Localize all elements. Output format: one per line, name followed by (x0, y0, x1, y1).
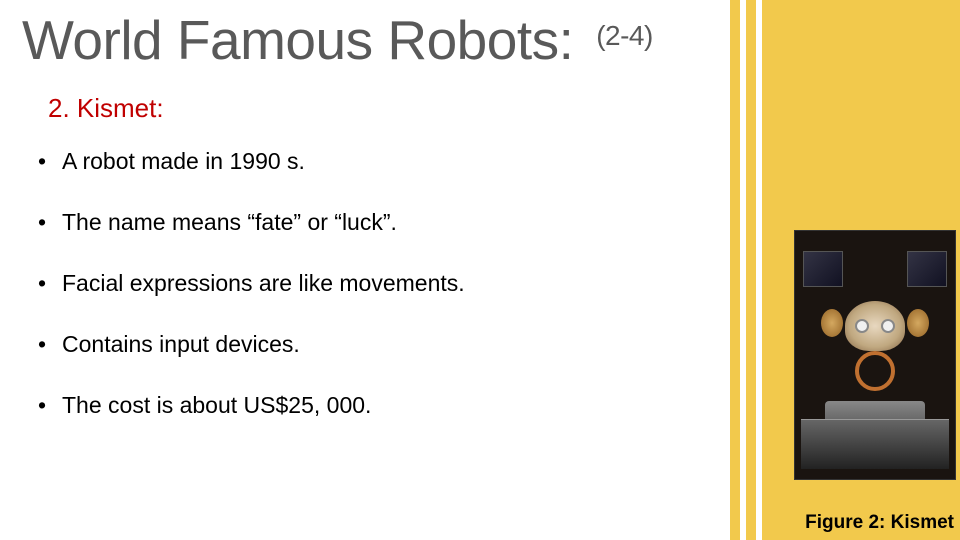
figure-image (794, 230, 956, 480)
robot-mouth-icon (855, 351, 895, 391)
bullet-list: A robot made in 1990 s. The name means “… (34, 148, 465, 453)
robot-ear-icon (907, 309, 929, 337)
title-main-text: World Famous Robots: (22, 9, 573, 71)
platform-icon (801, 419, 949, 469)
robot-ear-icon (821, 309, 843, 337)
bullet-item: The cost is about US$25, 000. (34, 392, 465, 419)
bullet-item: A robot made in 1990 s. (34, 148, 465, 175)
figure-caption: Figure 2: Kismet (805, 512, 954, 534)
title-suffix-text: (2-4) (596, 20, 653, 51)
slide: World Famous Robots: (2-4) 2. Kismet: A … (0, 0, 960, 540)
stripe (746, 0, 756, 540)
bullet-item: Contains input devices. (34, 331, 465, 358)
robot-illustration (815, 291, 935, 431)
robot-eye-icon (855, 319, 869, 333)
robot-eye-icon (881, 319, 895, 333)
background-screen (803, 251, 843, 287)
bullet-item: The name means “fate” or “luck”. (34, 209, 465, 236)
stripe (762, 0, 792, 540)
bullet-item: Facial expressions are like movements. (34, 270, 465, 297)
slide-subtitle: 2. Kismet: (48, 93, 164, 124)
background-screen (907, 251, 947, 287)
slide-title: World Famous Robots: (2-4) (22, 8, 653, 72)
accent-stripes (730, 0, 792, 540)
stripe (730, 0, 740, 540)
robot-head-icon (845, 301, 905, 351)
